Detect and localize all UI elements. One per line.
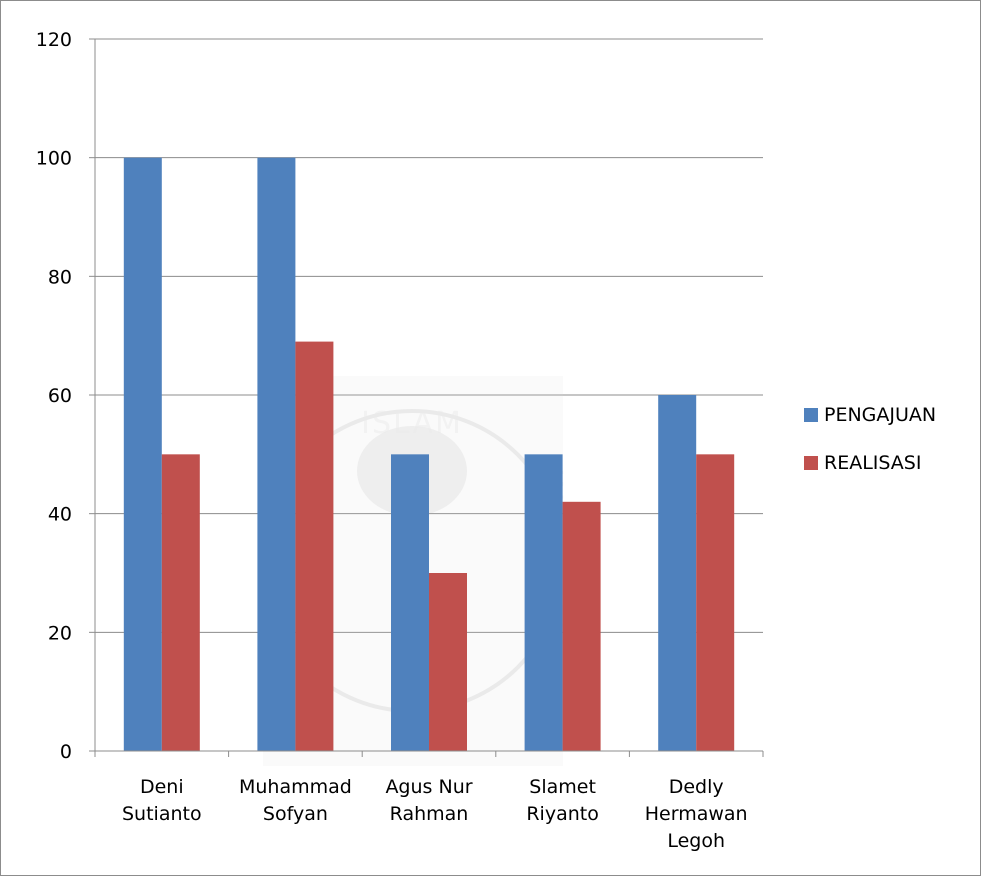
y-tick-label: 0 bbox=[60, 741, 72, 763]
x-category-label-line: Rahman bbox=[390, 803, 469, 825]
bar-pengajuan-4 bbox=[658, 395, 697, 751]
x-category-label-line: Legoh bbox=[667, 830, 725, 852]
axis-labels: 0 20 40 60 80 100 120 Deni Sutianto Muhammad Sofya… bbox=[36, 29, 748, 852]
axes bbox=[94, 39, 764, 757]
x-category-label-line: Sutianto bbox=[122, 803, 202, 825]
x-category-label-line: Hermawan bbox=[645, 803, 748, 825]
y-tick-label: 100 bbox=[36, 148, 72, 170]
x-category-label-line: Agus Nur bbox=[385, 776, 472, 798]
x-category-label-line: Slamet bbox=[529, 776, 596, 798]
x-category-label: Muhammad Sofyan bbox=[239, 776, 352, 825]
bar-realisasi-1 bbox=[295, 341, 334, 751]
bars bbox=[123, 157, 735, 751]
bar-realisasi-4 bbox=[696, 454, 735, 751]
bar-pengajuan-2 bbox=[391, 454, 429, 751]
x-category-label: Dedly Hermawan Legoh bbox=[645, 776, 748, 852]
y-tick-label: 20 bbox=[48, 622, 72, 644]
x-category-label-line: Dedly bbox=[669, 776, 724, 798]
x-category-label: Slamet Riyanto bbox=[526, 776, 598, 825]
y-tick-label: 40 bbox=[48, 504, 72, 526]
bar-realisasi-3 bbox=[562, 501, 601, 751]
y-tick-label: 80 bbox=[48, 266, 72, 288]
x-category-label: Deni Sutianto bbox=[122, 776, 202, 825]
bar-pengajuan-1 bbox=[257, 157, 296, 751]
bar-pengajuan-3 bbox=[524, 454, 563, 751]
x-category-label-line: Riyanto bbox=[526, 803, 598, 825]
legend: PENGAJUAN REALISASI bbox=[804, 404, 936, 474]
bar-pengajuan-0 bbox=[123, 157, 162, 751]
bar-realisasi-2 bbox=[429, 573, 467, 751]
watermark-text-top: ISLAM bbox=[361, 406, 463, 441]
x-category-label: Agus Nur Rahman bbox=[385, 776, 472, 825]
x-category-label-line: Muhammad bbox=[239, 776, 352, 798]
legend-swatch-realisasi bbox=[804, 456, 818, 470]
x-category-label-line: Deni bbox=[140, 776, 184, 798]
y-tick-label: 120 bbox=[36, 29, 72, 51]
legend-swatch-pengajuan bbox=[804, 408, 818, 422]
y-tick-label: 60 bbox=[48, 385, 72, 407]
x-category-label-line: Sofyan bbox=[263, 803, 328, 825]
legend-label-pengajuan: PENGAJUAN bbox=[824, 404, 936, 426]
bar-realisasi-0 bbox=[161, 454, 200, 751]
legend-label-realisasi: REALISASI bbox=[824, 452, 921, 474]
